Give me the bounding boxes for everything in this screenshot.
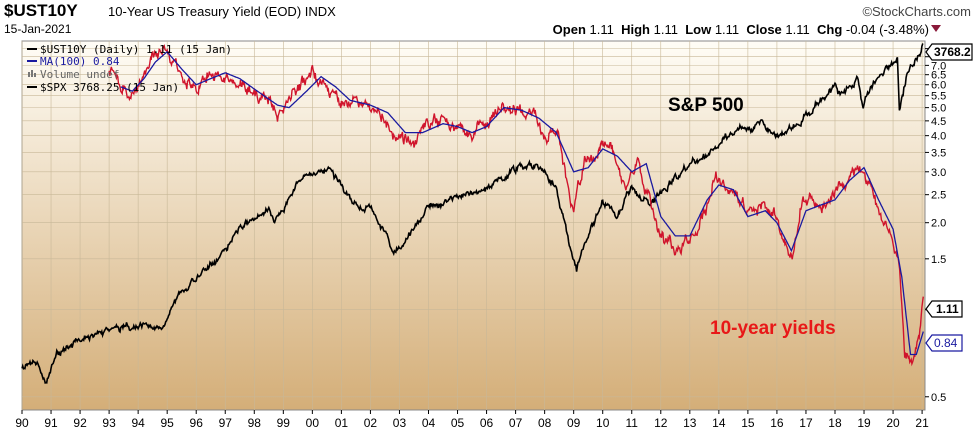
- x-tick-label: 99: [277, 416, 291, 430]
- x-tick-label: 21: [915, 416, 929, 430]
- x-tick-label: 01: [335, 416, 349, 430]
- x-tick-label: 95: [160, 416, 174, 430]
- exchange-label: INDX: [304, 4, 336, 19]
- series-ust10y-line: [108, 43, 924, 367]
- y-tick-label: 6.5: [931, 70, 946, 82]
- x-tick-label: 19: [857, 416, 871, 430]
- y-tick-label: 2.5: [931, 190, 946, 202]
- legend-volume: Volume undef: [40, 68, 119, 81]
- y-tick-label: 5.0: [931, 103, 946, 115]
- x-tick-label: 97: [219, 416, 233, 430]
- description-text: 10-Year US Treasury Yield (EOD): [108, 4, 302, 19]
- x-tick-label: 93: [102, 416, 116, 430]
- y-tick-label: 2.0: [931, 218, 946, 230]
- x-tick-label: 03: [393, 416, 407, 430]
- x-tick-label: 94: [131, 416, 145, 430]
- x-tick-label: 14: [712, 416, 726, 430]
- series-ma100-line: [120, 50, 924, 356]
- price-label-spx-text: 3768.2: [934, 45, 971, 59]
- stockcharts-credit[interactable]: ©StockCharts.com: [862, 4, 971, 19]
- x-tick-label: 20: [886, 416, 900, 430]
- series-spx-line: [21, 43, 924, 384]
- x-tick-label: 18: [828, 416, 842, 430]
- high-value: 1.11: [653, 22, 678, 37]
- plot-area: [21, 40, 926, 411]
- x-tick-label: 04: [422, 416, 436, 430]
- x-axis: 90 91 92 93 94 95 96 97 98 99 00 01 02 03 04 05 06 07 08 09…: [15, 410, 929, 430]
- x-tick-label: 10: [596, 416, 610, 430]
- price-label-ust: 1.11: [925, 300, 963, 318]
- open-label: Open: [552, 22, 586, 37]
- x-tick-label: 15: [741, 416, 755, 430]
- x-tick-label: 06: [480, 416, 494, 430]
- y-tick-label: 5.5: [931, 91, 946, 103]
- x-tick-label: 08: [538, 416, 552, 430]
- volume-bars-icon: [28, 70, 36, 77]
- y-tick-label: 4.0: [931, 131, 946, 143]
- x-tick-label: 05: [451, 416, 465, 430]
- y-tick-label: 6.0: [931, 80, 946, 92]
- x-tick-label: 11: [626, 416, 639, 430]
- chart-symbol: $UST10Y: [4, 1, 78, 20]
- y-tick-label: 3.0: [931, 167, 946, 179]
- chart-description: 10-Year US Treasury Yield (EOD) INDX: [108, 4, 336, 19]
- legend-ma: MA(100) 0.84: [40, 55, 120, 68]
- open-value: 1.11: [589, 22, 614, 37]
- x-tick-label: 00: [306, 416, 320, 430]
- x-tick-label: 16: [770, 416, 784, 430]
- close-label: Close: [746, 22, 782, 37]
- y-tick-label: 0.5: [931, 392, 946, 404]
- legend-ust: $UST10Y (Daily) 1.11 (15 Jan): [40, 43, 232, 56]
- annotation-10yr-yields: 10-year yields: [710, 318, 836, 339]
- price-label-ma: 0.84: [925, 334, 963, 352]
- chart-menu-arrow-icon[interactable]: [931, 25, 941, 32]
- x-tick-label: 90: [15, 416, 29, 430]
- x-tick-label: 07: [509, 416, 523, 430]
- x-tick-label: 09: [567, 416, 581, 430]
- price-label-spx: 3768.2: [925, 43, 973, 61]
- x-tick-label: 98: [248, 416, 262, 430]
- legend: $UST10Y (Daily) 1.11 (15 Jan) MA(100) 0.…: [27, 43, 232, 94]
- price-label-ust-text: 1.11: [936, 302, 959, 316]
- x-tick-label: 02: [364, 416, 378, 430]
- y-tick-label: 1.5: [931, 254, 946, 266]
- y-tick-label: 7.0: [931, 60, 946, 72]
- chart-date: 15-Jan-2021: [4, 22, 72, 36]
- gridlines: [21, 41, 925, 410]
- legend-spx: $SPX 3768.25 (15 Jan): [40, 81, 179, 94]
- x-tick-label: 96: [190, 416, 204, 430]
- price-label-ma-text: 0.84: [934, 336, 958, 350]
- high-label: High: [621, 22, 650, 37]
- annotation-sp500: S&P 500: [668, 95, 744, 116]
- chg-label: Chg: [817, 22, 843, 37]
- series-lines: [21, 43, 924, 384]
- x-tick-label: 12: [654, 416, 668, 430]
- x-tick-label: 91: [44, 416, 58, 430]
- chg-value: -0.04 (-3.48%): [845, 22, 929, 37]
- close-value: 1.11: [785, 22, 810, 37]
- ohlc-readout: Open 1.11 High 1.11 Low 1.11 Close 1.11 …: [553, 22, 929, 37]
- x-tick-label: 17: [799, 416, 813, 430]
- x-tick-label: 92: [73, 416, 87, 430]
- y-tick-label: 4.5: [931, 116, 946, 128]
- x-tick-label: 13: [683, 416, 697, 430]
- low-label: Low: [685, 22, 712, 37]
- low-value: 1.11: [714, 22, 740, 37]
- y-tick-label: 3.5: [931, 147, 946, 159]
